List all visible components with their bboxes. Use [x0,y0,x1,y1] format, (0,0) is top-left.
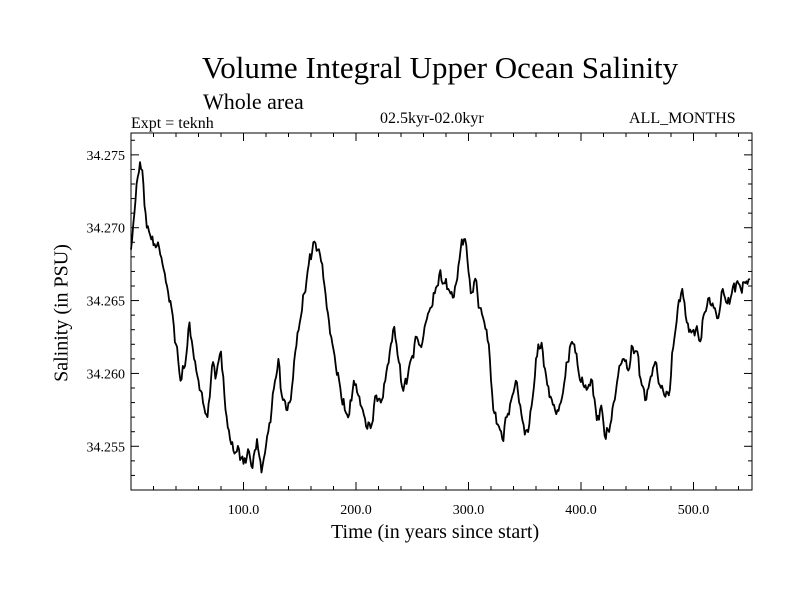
x-axis-label: Time (in years since start) [331,521,540,543]
x-tick-label: 500.0 [678,503,710,518]
x-tick-label: 400.0 [565,503,597,518]
y-tick-label: 34.255 [87,440,126,455]
x-tick-label: 100.0 [228,503,260,518]
y-tick-label: 34.260 [87,367,126,382]
chart-title: Volume Integral Upper Ocean Salinity [201,50,679,85]
chart-subtitle: Whole area [203,89,304,114]
x-tick-label: 300.0 [453,503,485,518]
period-label: 02.5kyr-02.0kyr [380,110,484,127]
months-label: ALL_MONTHS [629,110,736,127]
salinity-series-line [130,161,751,474]
y-tick-label: 34.275 [87,149,126,164]
x-tick-label: 200.0 [340,503,372,518]
experiment-label: Expt = teknh [131,115,214,132]
plot-frame [130,132,753,491]
y-tick-label: 34.270 [87,222,126,237]
y-tick-label: 34.265 [87,295,126,310]
